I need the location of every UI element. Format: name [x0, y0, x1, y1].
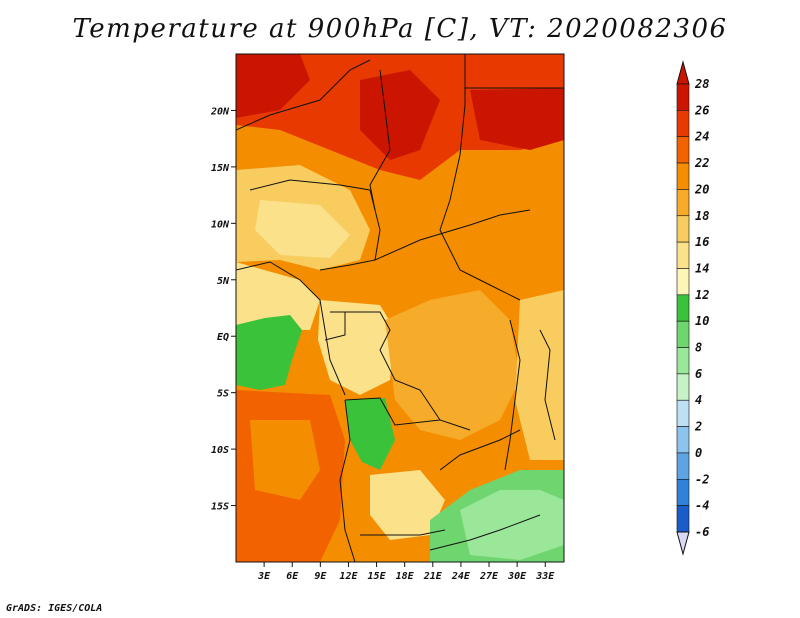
field-center-n-28 — [360, 70, 440, 160]
colorbar-label: 22 — [694, 156, 709, 170]
colorbar-label: 20 — [694, 182, 709, 196]
lon-tick-label: 21E — [423, 571, 443, 582]
colorbar-segment — [676, 110, 690, 138]
lat-tick-label: EQ — [217, 332, 229, 343]
temperature-field — [236, 54, 564, 562]
colorbar-segment — [676, 373, 690, 401]
colorbar-segment — [676, 426, 690, 454]
colorbar-segment — [676, 478, 690, 506]
lon-tick-label: 24E — [451, 571, 471, 582]
colorbar-label: 10 — [695, 314, 709, 328]
border-line — [330, 311, 391, 351]
chart-title: Temperature at 900hPa [C], VT: 202008230… — [72, 14, 728, 44]
lon-tick-label: 30E — [507, 571, 527, 582]
field-ne-28 — [470, 88, 564, 150]
lat-tick-label: 5N — [217, 276, 230, 287]
colorbar-label: -4 — [695, 499, 709, 513]
lon-tick-label: 6E — [286, 571, 299, 582]
lon-tick-label: 33E — [535, 571, 555, 582]
field-sw-22 — [250, 420, 320, 500]
colorbar-label: 4 — [695, 393, 702, 407]
lat-tick-label: 15N — [211, 163, 230, 174]
colorbar-segment — [676, 268, 690, 296]
colorbar-segment — [676, 136, 690, 164]
colorbar-label: 24 — [694, 130, 709, 144]
border-line — [324, 312, 346, 341]
field-nw-28 — [236, 54, 310, 118]
colorbar-label: 26 — [694, 103, 709, 117]
lon-tick-label: 3E — [257, 571, 271, 582]
field-congo-16 — [318, 300, 395, 395]
colorbar-label: 6 — [695, 367, 702, 381]
colorbar-label: 28 — [694, 77, 709, 91]
colorbar-segment — [676, 162, 690, 190]
field-gulf-16 — [236, 262, 320, 330]
lat-tick-label: 15S — [211, 502, 229, 513]
colorbar-segment — [676, 452, 690, 480]
border-line — [249, 179, 371, 191]
border-line — [236, 59, 371, 131]
field-angola-14 — [345, 398, 395, 470]
colorbar-label: 18 — [695, 209, 709, 223]
colorbar-label: -6 — [695, 525, 709, 539]
border-line — [344, 397, 441, 426]
border-line — [539, 329, 556, 441]
colorbar-segment — [676, 347, 690, 375]
colorbar-label: -2 — [695, 472, 709, 486]
lat-tick-label: 10N — [211, 219, 230, 230]
longitude-axis: 3E 6E 9E 12E 15E 18E 21E 24E 27E 30E 33E — [257, 562, 555, 582]
field-sahel-16 — [255, 200, 350, 258]
colorbar-label: 8 — [695, 341, 702, 355]
lat-tick-label: 20N — [210, 106, 230, 117]
map-frame — [235, 53, 565, 563]
border-line — [439, 429, 521, 471]
border-line — [439, 229, 521, 301]
colorbar-segment — [676, 241, 690, 269]
lat-tick-label: 10S — [211, 445, 229, 456]
field-ocean-14 — [236, 315, 302, 390]
lon-tick-label: 18E — [396, 571, 415, 582]
colorbar-segment — [676, 189, 690, 217]
colorbar-top-arrow — [676, 60, 690, 85]
colorbar-segment — [676, 505, 690, 533]
colorbar-bottom-arrow — [676, 531, 690, 556]
lon-tick-label: 27E — [479, 571, 499, 582]
lat-tick-label: 5S — [217, 389, 229, 400]
colorbar-label: 12 — [695, 288, 709, 302]
border-line — [379, 349, 471, 431]
field-s-16 — [370, 470, 445, 540]
credit-text: GrADS: IGES/COLA — [6, 603, 103, 614]
latitude-axis: 20N 15N 10N 5N EQ 5S 10S 15S — [210, 106, 236, 513]
lon-tick-label: 12E — [339, 571, 358, 582]
lon-tick-label: 9E — [314, 571, 327, 582]
colorbar-label: 2 — [694, 420, 702, 434]
border-line — [504, 319, 521, 471]
coastline — [236, 261, 346, 396]
border-line — [360, 529, 446, 536]
border-line — [374, 209, 531, 261]
colorbar-label: 14 — [695, 261, 709, 275]
border-line — [369, 69, 391, 211]
border-line — [429, 514, 541, 551]
colorbar-segment — [676, 320, 690, 348]
colorbar-segment — [676, 294, 690, 322]
colorbar-label: 0 — [695, 446, 702, 460]
colorbar-segment — [676, 83, 690, 111]
colorbar-segment — [676, 399, 690, 427]
lon-tick-label: 15E — [368, 571, 387, 582]
country-borders — [236, 54, 564, 562]
border-line — [339, 399, 356, 562]
colorbar-segment — [676, 215, 690, 243]
colorbar-label: 16 — [695, 235, 709, 249]
field-central-20 — [385, 290, 520, 440]
field-east-18 — [515, 290, 564, 460]
